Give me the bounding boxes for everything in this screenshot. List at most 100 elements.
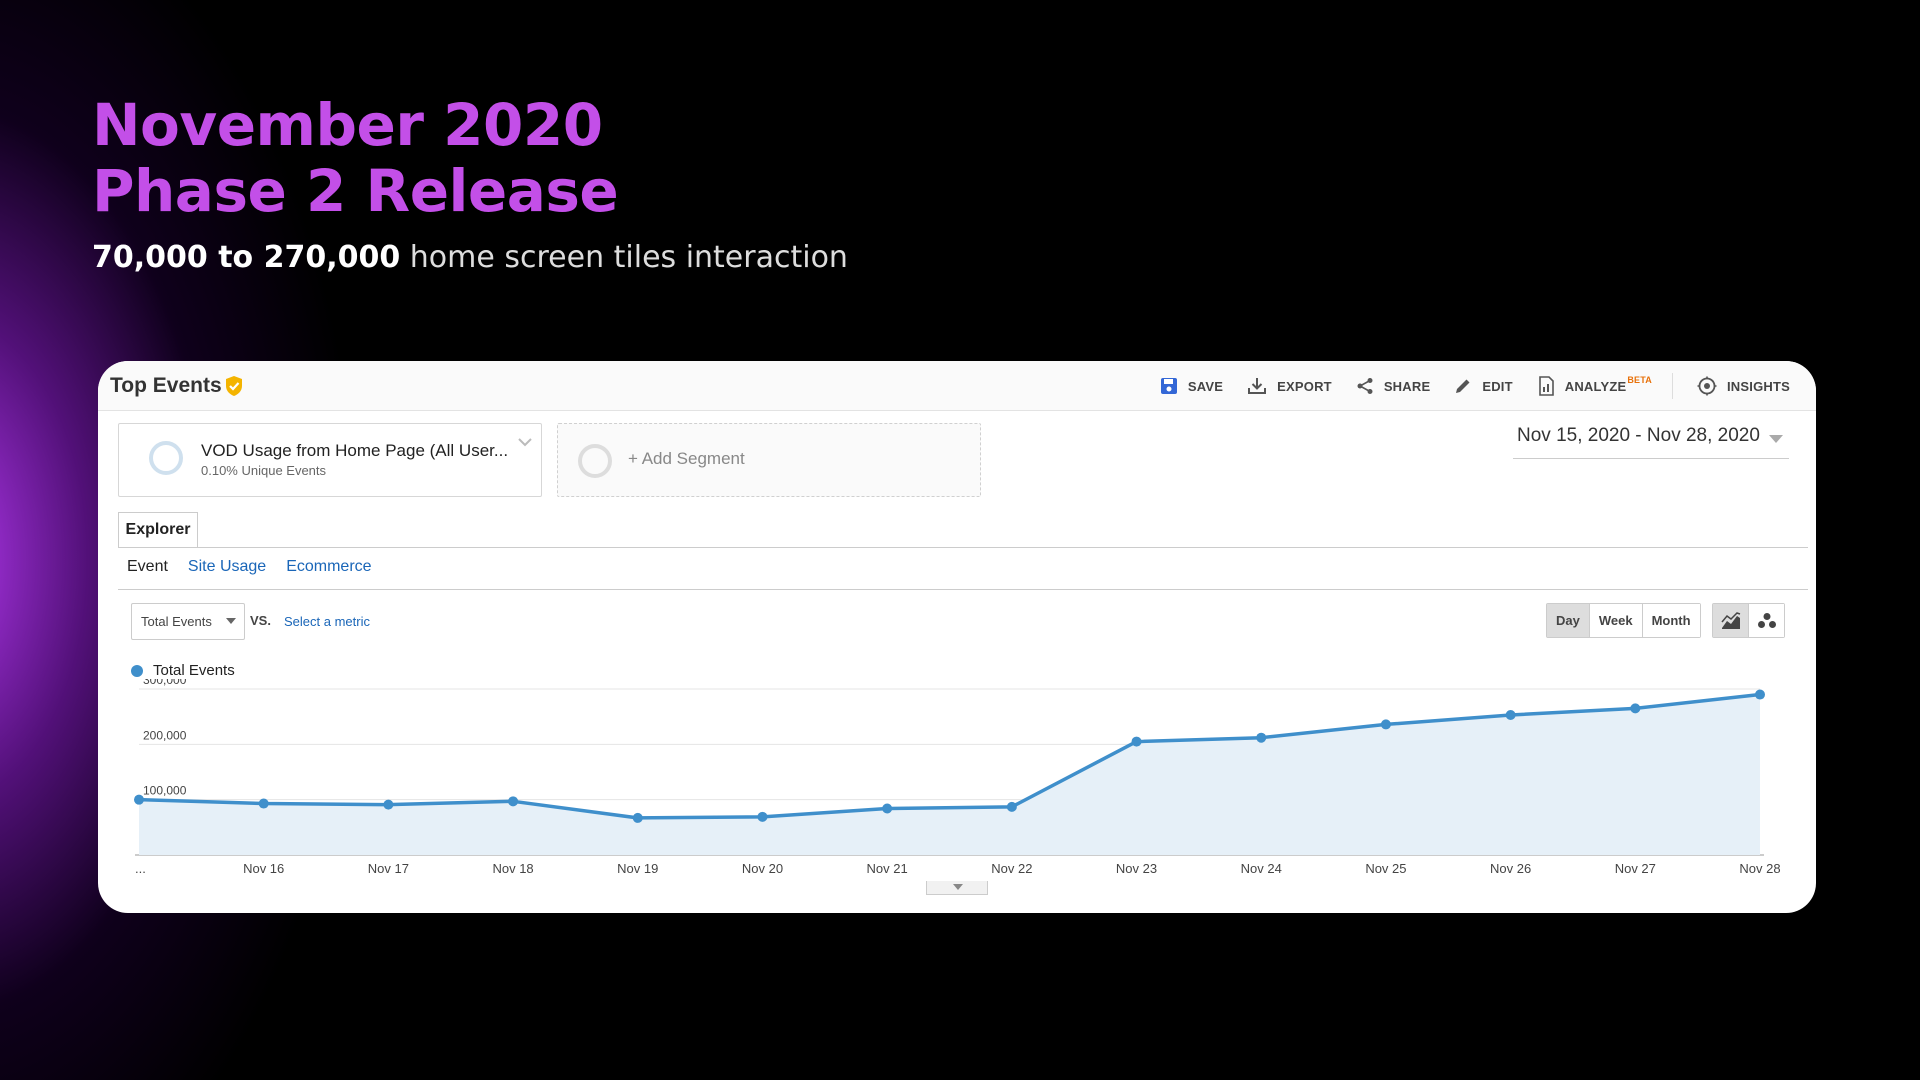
edit-button[interactable]: EDIT [1454,377,1513,395]
date-range-text: Nov 15, 2020 - Nov 28, 2020 [1517,425,1760,446]
x-tick-label: Nov 28 [1739,861,1780,876]
segment-name: VOD Usage from Home Page (All User... [201,441,509,460]
data-point [134,794,144,805]
x-tick-label: Nov 21 [867,861,908,876]
metric-dropdown[interactable]: Total Events [131,603,245,640]
export-button[interactable]: EXPORT [1247,377,1332,395]
x-tick-label: Nov 20 [742,861,783,876]
save-label: SAVE [1187,378,1224,394]
data-point [508,796,519,807]
save-icon [1160,378,1177,394]
subtitle-text: home screen tiles interaction [400,240,848,275]
chart-legend: Total Events [131,662,235,679]
data-point [1256,732,1267,743]
analytics-report-panel: Top Events SAVE EXPORT SHARE EDIT [98,361,1816,913]
report-title: Top Events [110,374,222,397]
x-tick-label: Nov 16 [243,861,284,876]
insights-label: INSIGHTS [1727,378,1790,394]
x-tick-label: Nov 26 [1490,861,1531,876]
series-area [139,694,1760,855]
line-chart-icon [1720,611,1740,629]
edit-label: EDIT [1482,378,1513,394]
report-toolbar: Top Events SAVE EXPORT SHARE EDIT [98,361,1816,411]
data-point [1630,703,1641,714]
x-tick-label: Nov 23 [1116,861,1157,876]
x-tick-label: Nov 25 [1365,861,1406,876]
y-tick-label: 300,000 [143,679,187,687]
motion-chart-button[interactable] [1748,604,1784,637]
slide-title-line1: November 2020 [92,91,603,159]
insights-icon [1697,376,1717,396]
data-point [1755,689,1765,700]
subtab-event[interactable]: Event [127,558,168,575]
report-actions: SAVE EXPORT SHARE EDIT ANALYZE BETA INS [1136,373,1790,399]
vs-label: VS. [250,613,271,628]
data-point [757,811,768,822]
period-day-button[interactable]: Day [1547,604,1589,637]
tab-divider [118,547,1808,548]
x-tick-label: Nov 19 [617,861,658,876]
period-week-button[interactable]: Week [1588,604,1642,637]
empty-segment-ring-icon [578,444,612,478]
subtab-divider [118,589,1808,590]
slide-header: November 2020 Phase 2 Release 70,000 to … [92,92,848,275]
slide-title-line2: Phase 2 Release [92,157,619,225]
subtab-ecommerce[interactable]: Ecommerce [286,558,372,575]
share-icon [1357,378,1373,394]
data-point [383,799,394,810]
x-tick-label: Nov 17 [368,861,409,876]
segment-ring-icon [149,441,183,475]
caret-down-icon [953,884,963,890]
insights-button[interactable]: INSIGHTS [1697,376,1790,396]
data-point [1505,710,1516,721]
x-tick-label: Nov 27 [1615,861,1656,876]
subtitle-range: 70,000 to 270,000 [92,240,401,275]
total-events-chart: 100,000 200,000 300,000... Nov 16 Nov 17 Nov … [134,679,1781,876]
legend-marker [131,664,143,677]
x-tick-label: Nov 18 [492,861,533,876]
x-tick-label: Nov 22 [991,861,1032,876]
select-metric-link[interactable]: Select a metric [284,614,370,629]
tab-explorer[interactable]: Explorer [118,512,198,548]
line-chart-button[interactable] [1713,604,1748,637]
add-segment-button[interactable]: + Add Segment [557,423,981,497]
add-segment-label: + Add Segment [628,449,745,468]
share-button[interactable]: SHARE [1356,377,1431,395]
verified-badge-icon [226,376,242,396]
analyze-icon [1538,376,1554,396]
pencil-icon [1456,379,1470,393]
export-label: EXPORT [1277,378,1332,394]
segment-chip[interactable]: VOD Usage from Home Page (All User... 0.… [118,423,542,497]
data-point [632,812,643,823]
data-point [882,803,893,814]
legend-label: Total Events [153,662,235,679]
download-icon [1248,378,1267,394]
save-button[interactable]: SAVE [1160,377,1223,395]
series-line [138,692,1761,820]
segment-share: 0.10% Unique Events [201,463,327,478]
data-point [1380,719,1391,730]
bubble-chart-icon [1757,612,1776,628]
data-point [1131,736,1142,747]
analyze-button[interactable]: ANALYZE BETA [1537,375,1652,396]
metric-dropdown-value: Total Events [141,614,212,629]
caret-down-icon [1769,435,1783,443]
data-point [1006,801,1017,812]
period-month-button[interactable]: Month [1641,604,1700,637]
share-label: SHARE [1383,378,1431,394]
date-range-picker[interactable]: Nov 15, 2020 - Nov 28, 2020 [1513,425,1789,459]
slide-subtitle: 70,000 to 270,000 home screen tiles inte… [92,240,848,275]
subtab-site-usage[interactable]: Site Usage [187,558,267,575]
y-tick-label: 200,000 [143,728,187,742]
collapse-chart-handle[interactable] [926,881,988,895]
beta-badge: BETA [1627,375,1652,385]
analyze-label: ANALYZE [1564,378,1627,394]
period-toggle: Day Week Month [1546,603,1701,638]
x-tick-label: ... [135,861,146,876]
x-tick-label: Nov 24 [1241,861,1282,876]
explorer-subtabs: Event Site Usage Ecommerce [127,558,392,576]
y-tick-label: 100,000 [143,784,187,798]
caret-down-icon [226,618,236,624]
chevron-down-icon[interactable] [517,436,533,448]
slide-title: November 2020 Phase 2 Release [92,92,848,224]
